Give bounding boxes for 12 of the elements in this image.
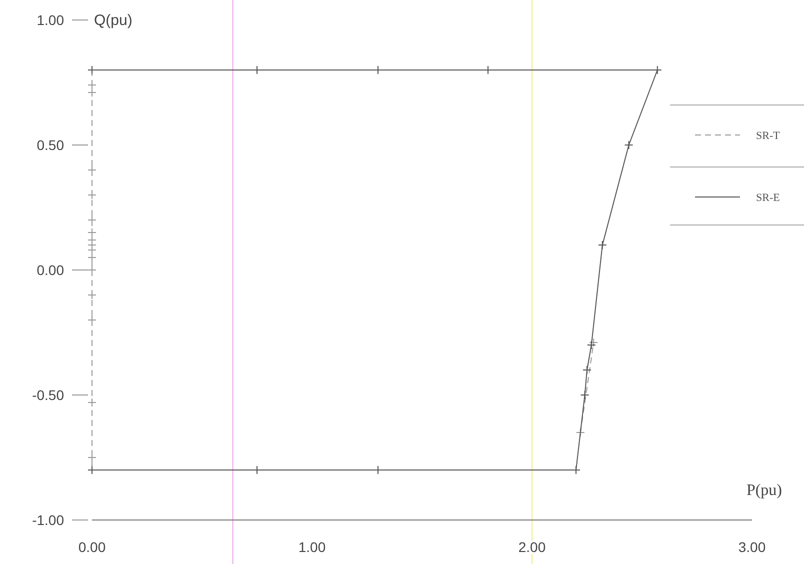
y-tick-label: -1.00 [32,512,64,528]
y-tick-label: 1.00 [36,12,64,28]
y-tick-label: 0.00 [36,262,64,278]
x-axis-title: P(pu) [746,482,782,499]
legend-label: SR-E [756,192,780,204]
y-tick-label: 0.50 [36,137,64,153]
x-tick-label: 3.00 [738,539,766,555]
x-tick-label: 0.00 [78,539,106,555]
y-tick-label: -0.50 [32,387,64,403]
legend-label: SR-T [756,130,780,142]
x-tick-label: 1.00 [298,539,326,555]
y-axis-title: Q(pu) [94,12,132,29]
